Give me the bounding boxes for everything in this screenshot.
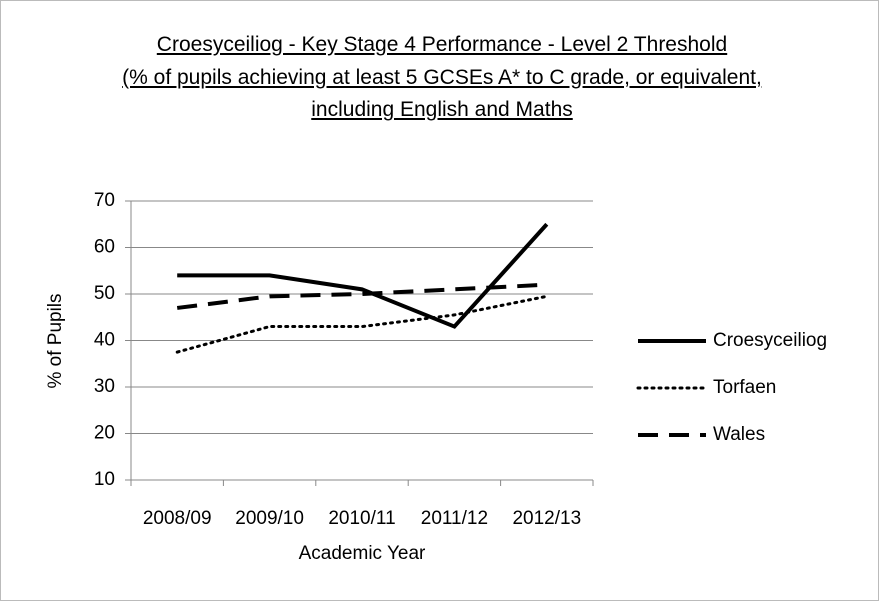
legend-label: Torfaen [713, 377, 776, 398]
y-tick-label: 10 [94, 469, 115, 490]
legend-label: Wales [713, 424, 765, 445]
y-tick-label: 40 [94, 330, 115, 351]
x-tick-label: 2008/09 [143, 508, 212, 529]
x-tick-label: 2010/11 [328, 508, 395, 529]
y-tick-label: 30 [94, 376, 115, 397]
y-tick-label: 60 [94, 237, 115, 258]
y-tick-label: 20 [94, 423, 115, 444]
x-tick-label: 2011/12 [421, 508, 488, 529]
x-tick-label: 2009/10 [235, 508, 304, 529]
y-axis-title: % of Pupils [45, 293, 66, 388]
chart-subtitle: (% of pupils achieving at least 5 GCSEs … [122, 65, 762, 122]
series-line [175, 294, 549, 354]
series-line [177, 222, 549, 329]
x-axis-title: Academic Year [299, 543, 426, 564]
series-line [176, 282, 547, 310]
legend-label: Croesyceiliog [713, 330, 827, 351]
y-tick-label: 70 [94, 190, 115, 211]
chart-title: Croesyceiliog - Key Stage 4 Performance … [156, 33, 728, 56]
y-tick-label: 50 [94, 283, 115, 304]
title-block: Croesyceiliog - Key Stage 4 Performance … [117, 29, 767, 127]
x-tick-label: 2012/13 [512, 508, 581, 529]
